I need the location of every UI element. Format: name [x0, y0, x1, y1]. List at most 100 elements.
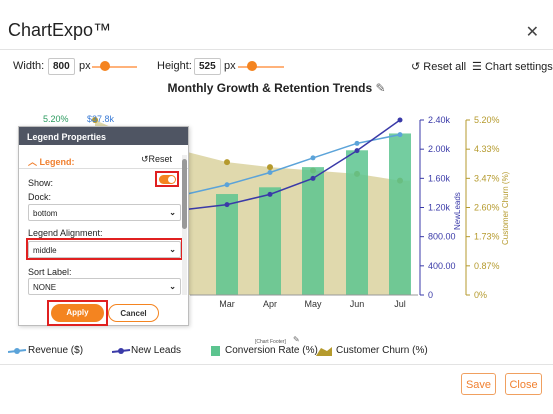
- conversion-bar: [346, 150, 368, 295]
- leads-tick-label: 1.60k: [428, 173, 451, 183]
- chevron-up-icon: ︿: [28, 157, 38, 167]
- churn-point: [92, 117, 98, 123]
- leads-tick-label: 400.00: [428, 261, 456, 271]
- height-label: Height:: [157, 60, 192, 72]
- leads-tick-label: 1.20k: [428, 203, 451, 213]
- bar-marker-icon: [211, 346, 220, 356]
- width-label: Width:: [13, 60, 45, 72]
- x-tick-label: Jun: [350, 299, 365, 309]
- chart-settings-button[interactable]: ☰ Chart settings: [472, 60, 553, 73]
- sort-value: NONE: [33, 283, 57, 292]
- width-unit: px: [79, 60, 91, 72]
- panel-reset-label: Reset: [148, 154, 173, 164]
- churn-tick-label: 1.73%: [474, 232, 500, 242]
- close-button[interactable]: Close: [505, 373, 542, 395]
- new-leads-point: [310, 175, 316, 181]
- legend-section-label: Legend:: [39, 157, 75, 167]
- reset-all-button[interactable]: ↺ Reset all: [411, 60, 466, 73]
- chart-settings-label: Chart settings: [484, 61, 553, 73]
- sliders-icon: ☰: [472, 61, 482, 73]
- reset-icon: ↺: [141, 154, 149, 164]
- leads-tick-label: 2.00k: [428, 144, 451, 154]
- leads-tick-label: 2.40k: [428, 115, 451, 125]
- alignment-select[interactable]: middle ⌄: [28, 241, 181, 258]
- width-slider-track[interactable]: [92, 66, 137, 68]
- legend-label: Conversion Rate (%): [225, 345, 318, 356]
- revenue-point: [397, 132, 403, 138]
- chevron-down-icon: ⌄: [169, 282, 176, 291]
- show-toggle[interactable]: [159, 175, 176, 184]
- reset-icon: ↺: [411, 61, 421, 73]
- legend-properties-panel: Legend Properties ︿ Legend: ↺Reset Show:…: [18, 126, 189, 326]
- header-divider: [0, 49, 553, 50]
- area-marker-icon: [316, 347, 332, 356]
- chevron-down-icon: ⌄: [169, 208, 176, 217]
- height-slider-track[interactable]: [238, 66, 284, 68]
- close-icon[interactable]: ✕: [525, 24, 539, 41]
- footer-divider: [0, 364, 553, 365]
- height-slider-handle[interactable]: [247, 61, 257, 71]
- edit-pencil-icon[interactable]: ✎: [375, 81, 386, 95]
- dock-value: bottom: [33, 209, 58, 218]
- leads-tick-label: 0: [428, 290, 433, 300]
- apply-highlight: [47, 300, 108, 326]
- legend-label: Revenue ($): [28, 345, 84, 356]
- churn-point: [224, 159, 230, 166]
- churn-point: [267, 164, 273, 171]
- sort-select[interactable]: NONE ⌄: [28, 278, 181, 295]
- width-input[interactable]: [48, 58, 75, 75]
- width-slider-handle[interactable]: [100, 61, 110, 71]
- edit-pencil-icon[interactable]: ✎: [293, 335, 300, 344]
- height-input[interactable]: [194, 58, 221, 75]
- churn-tick-label: 4.33%: [474, 144, 500, 154]
- x-tick-label: Jul: [394, 299, 406, 309]
- churn-tick-label: 3.47%: [474, 173, 500, 183]
- new-leads-point: [354, 148, 360, 154]
- toggle-knob: [168, 176, 175, 183]
- panel-reset-button[interactable]: ↺Reset: [141, 154, 172, 165]
- alignment-label: Legend Alignment:: [28, 228, 103, 238]
- line-marker-icon: [112, 348, 131, 354]
- x-tick-label: Apr: [263, 299, 277, 309]
- dock-select[interactable]: bottom ⌄: [28, 204, 181, 221]
- alignment-value: middle: [33, 246, 57, 255]
- conversion-bar: [302, 167, 324, 295]
- reset-all-label: Reset all: [423, 61, 467, 73]
- x-tick-label: May: [304, 299, 322, 309]
- new-leads-point: [397, 117, 403, 123]
- chart-title[interactable]: Monthly Growth & Retention Trends ✎: [0, 81, 553, 95]
- data-label: 5.20%: [43, 114, 69, 124]
- churn-tick-label: 0%: [474, 290, 487, 300]
- revenue-point: [354, 140, 360, 146]
- cancel-button[interactable]: Cancel: [108, 304, 159, 322]
- leads-tick-label: 800.00: [428, 232, 456, 242]
- app-title: ChartExpo™: [8, 20, 112, 40]
- show-toggle-highlight: [155, 171, 179, 187]
- churn-tick-label: 5.20%: [474, 115, 500, 125]
- panel-divider: [19, 168, 188, 169]
- chevron-down-icon: ⌄: [169, 245, 176, 254]
- height-unit: px: [224, 60, 236, 72]
- legend-label: New Leads: [131, 345, 182, 356]
- revenue-point: [267, 170, 273, 175]
- sort-label: Sort Label:: [28, 267, 72, 277]
- conversion-bar: [389, 133, 411, 295]
- panel-scrollbar[interactable]: [182, 155, 187, 295]
- dock-label: Dock:: [28, 192, 52, 202]
- chart-footer-note[interactable]: [Chart Footer]: [255, 339, 286, 345]
- revenue-point: [224, 182, 230, 188]
- new-leads-point: [267, 191, 273, 197]
- revenue-point: [310, 155, 316, 161]
- apply-button[interactable]: Apply: [51, 304, 104, 322]
- conversion-bar: [259, 187, 281, 295]
- legend-section-toggle[interactable]: ︿ Legend:: [28, 155, 75, 168]
- churn-axis-title: Customer Churn (%): [501, 171, 510, 245]
- scrollbar-thumb[interactable]: [182, 159, 187, 229]
- churn-tick-label: 0.87%: [474, 261, 500, 271]
- show-label: Show:: [28, 178, 54, 188]
- conversion-bar: [216, 194, 238, 295]
- churn-tick-label: 2.60%: [474, 203, 500, 213]
- save-button[interactable]: Save: [461, 373, 496, 395]
- line-marker-icon: [8, 348, 27, 354]
